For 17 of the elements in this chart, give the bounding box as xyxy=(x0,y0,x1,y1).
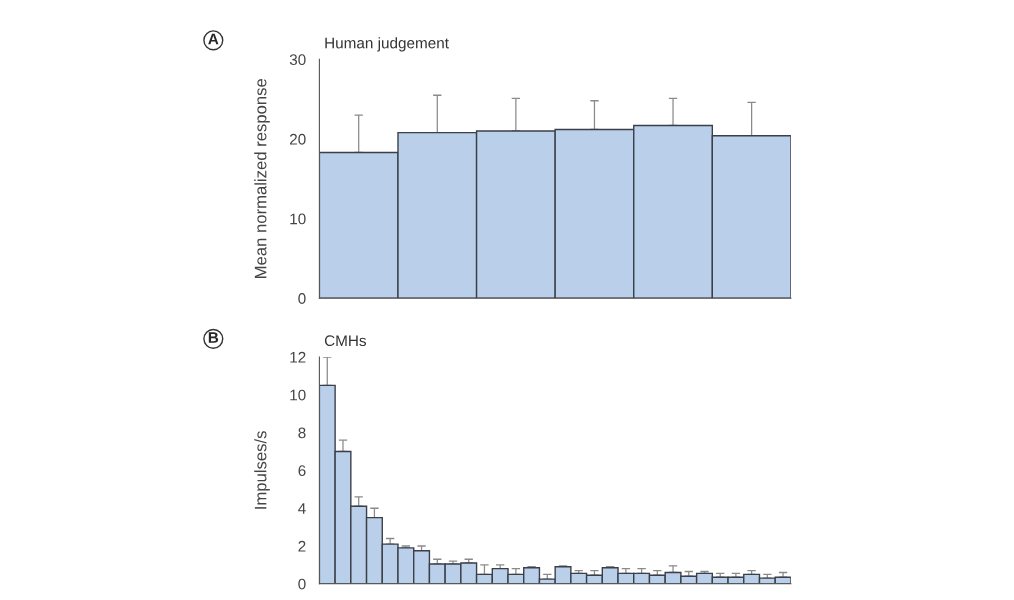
y-tick-label: 20 xyxy=(289,133,306,145)
y-tick-label: 0 xyxy=(298,578,306,590)
y-tick-label: 2 xyxy=(298,540,306,552)
y-tick-label: 10 xyxy=(290,389,306,401)
text: B xyxy=(208,332,219,343)
chart-title: CMHs xyxy=(324,335,367,347)
y-tick-label: 0 xyxy=(298,293,306,304)
y-axis-title: Impulses/s xyxy=(254,431,270,509)
y-tick-label: 30 xyxy=(289,54,306,66)
text: A xyxy=(208,33,219,45)
y-tick-label: 4 xyxy=(298,503,306,514)
y-tick-label: 10 xyxy=(290,213,306,225)
y-tick-label: 8 xyxy=(298,427,306,439)
y-tick-label: 12 xyxy=(290,351,306,363)
y-tick-label: 6 xyxy=(298,465,306,477)
y-axis-title: Mean normalized response xyxy=(254,79,270,278)
chart-title: Human judgement xyxy=(325,37,449,52)
